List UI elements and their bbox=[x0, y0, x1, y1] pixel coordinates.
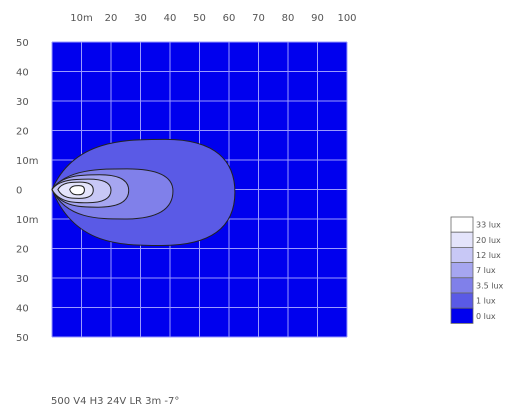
legend-label: 0 lux bbox=[476, 312, 496, 321]
x-tick-label: 70 bbox=[252, 13, 265, 24]
legend-label: 20 lux bbox=[476, 236, 501, 245]
x-tick-label: 20 bbox=[105, 13, 118, 24]
y-tick-label: 40 bbox=[16, 68, 29, 79]
y-tick-label: 50 bbox=[16, 38, 29, 49]
legend-swatch bbox=[450, 307, 474, 324]
legend-swatch bbox=[450, 277, 474, 294]
legend-label: 1 lux bbox=[476, 297, 496, 306]
y-tick-label: 20 bbox=[16, 245, 29, 256]
legend-label: 3.5 lux bbox=[476, 281, 504, 290]
y-tick-label: 30 bbox=[16, 97, 29, 108]
y-tick-label: 30 bbox=[16, 274, 29, 285]
legend-label: 7 lux bbox=[476, 266, 496, 275]
chart-caption: 500 V4 H3 24V LR 3m -7° bbox=[51, 396, 180, 407]
legend-swatch bbox=[450, 246, 474, 263]
legend: 33 lux 20 lux 12 lux 7 lux 3.5 lux 1 lux 0 lux bbox=[450, 216, 504, 324]
x-tick-label: 50 bbox=[193, 13, 206, 24]
x-tick-label: 60 bbox=[223, 13, 236, 24]
x-tick-labels: 10m 20 30 40 50 60 70 80 90 100 bbox=[70, 13, 356, 24]
isolux-contours bbox=[51, 138, 236, 247]
x-tick-label: 10m bbox=[70, 13, 92, 24]
x-tick-label: 80 bbox=[282, 13, 295, 24]
legend-swatch bbox=[450, 292, 474, 309]
y-tick-label: 40 bbox=[16, 304, 29, 315]
x-tick-label: 100 bbox=[337, 13, 356, 24]
legend-label: 33 lux bbox=[476, 221, 501, 230]
legend-swatch bbox=[450, 262, 474, 279]
y-tick-label: 20 bbox=[16, 127, 29, 138]
grid-lines bbox=[51, 41, 348, 338]
y-tick-label: 50 bbox=[16, 333, 29, 344]
y-tick-label: 10m bbox=[16, 156, 38, 167]
contour-33-lux bbox=[69, 185, 85, 196]
y-tick-label: 0 bbox=[16, 186, 22, 197]
legend-swatch bbox=[450, 216, 474, 233]
x-tick-label: 40 bbox=[164, 13, 177, 24]
x-tick-label: 30 bbox=[134, 13, 147, 24]
legend-swatch bbox=[450, 231, 474, 248]
x-tick-label: 90 bbox=[311, 13, 324, 24]
y-tick-labels: 50 40 30 20 10m 0 10m 20 30 40 50 bbox=[16, 38, 38, 344]
y-tick-label: 10m bbox=[16, 215, 38, 226]
legend-label: 12 lux bbox=[476, 251, 501, 260]
